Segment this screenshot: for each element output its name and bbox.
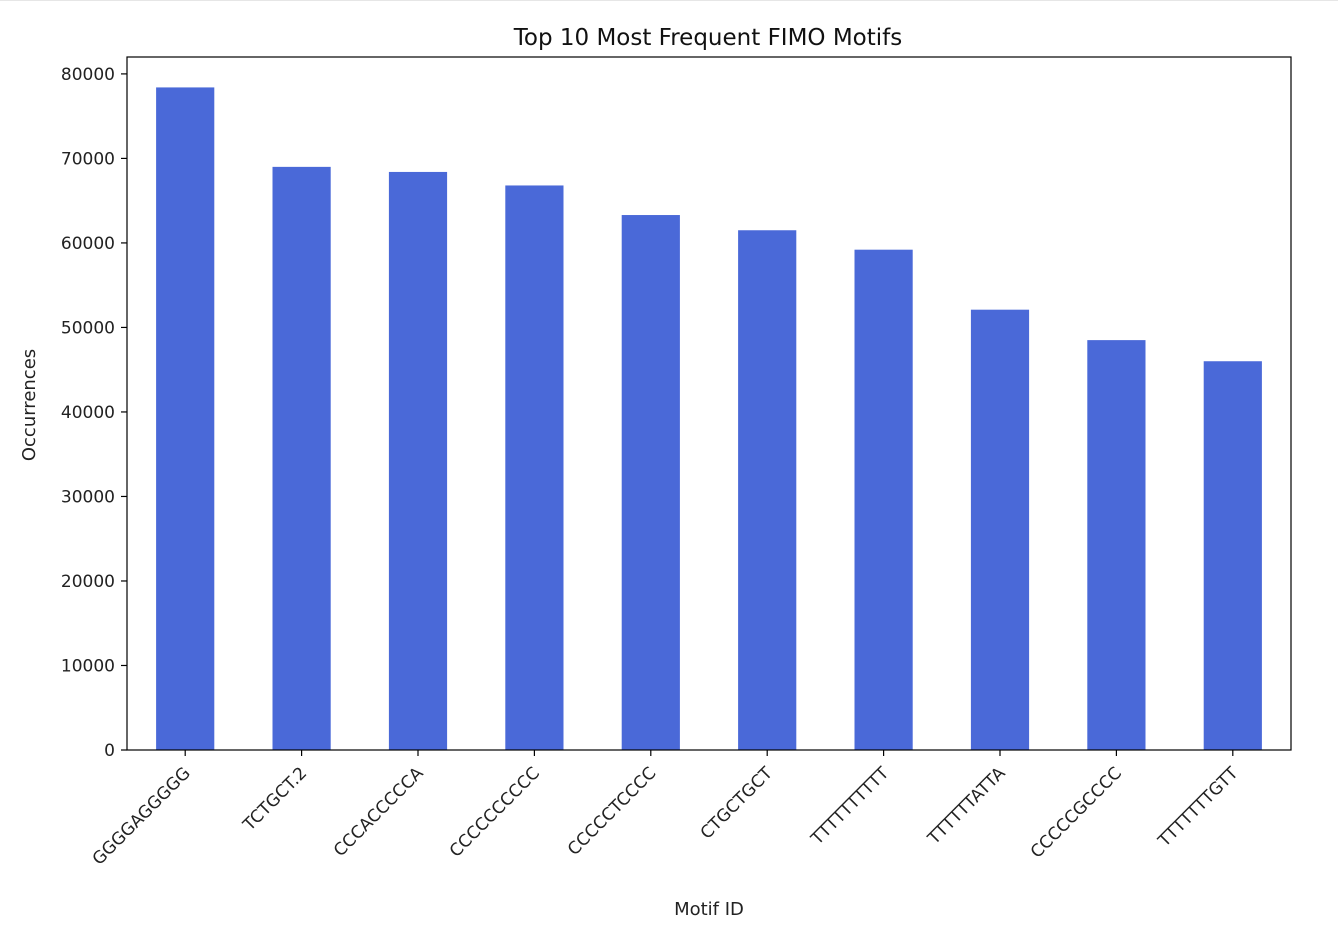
y-tick-label: 70000 [61, 149, 115, 169]
bar-cccccgcccc [1087, 340, 1146, 750]
y-tick-label: 80000 [61, 65, 115, 85]
y-tick-label: 50000 [61, 318, 115, 338]
y-axis-title: Occurrences [19, 349, 40, 461]
x-tick-label: CTGCTGCT [697, 763, 777, 843]
x-axis: GGGGAGGGGG TCTGCT.2 CCCACCCCCA CCCCCCCCCC CC… [89, 750, 1243, 869]
bar-tctgct-2 [272, 166, 331, 750]
bar-ggggaggggg [156, 87, 215, 751]
bar-tttttttgtt [1203, 361, 1262, 750]
x-tick-label: CCCCCGCCCC [1027, 763, 1126, 862]
bars-layer [156, 87, 1262, 751]
y-tick-label: 30000 [61, 487, 115, 507]
x-axis-title: Motif ID [674, 899, 744, 920]
x-tick-label: TTTTTTTTTT [807, 763, 894, 850]
bar-tttttttttt [854, 249, 913, 750]
y-tick-label: 0 [104, 741, 115, 761]
x-tick-label: CCCACCCCCA [330, 763, 428, 861]
x-tick-label: CCCCCTCCCC [564, 763, 660, 859]
bar-cccccccccc [505, 185, 564, 750]
chart-title: Top 10 Most Frequent FIMO Motifs [513, 25, 903, 51]
y-tick-label: 20000 [61, 572, 115, 592]
y-tick-label: 60000 [61, 234, 115, 254]
y-tick-label: 40000 [61, 403, 115, 423]
plot-frame [126, 56, 1292, 751]
x-tick-label: GGGGAGGGGG [89, 763, 195, 869]
bar-cccaccccca [388, 171, 448, 750]
bar-ctgctgct [738, 230, 797, 750]
x-tick-label: CCCCCCCCCC [446, 763, 544, 861]
y-tick-label: 10000 [61, 656, 115, 676]
x-tick-label: TTTTTTATTA [924, 763, 1010, 849]
bar-ccccctcccc [621, 215, 680, 751]
bar-ttttttatta [970, 309, 1030, 750]
y-axis: 0 10000 20000 30000 40000 50000 60000 70000 8000… [61, 65, 127, 761]
x-tick-label: TTTTTTTGTT [1154, 763, 1243, 852]
x-tick-label: TCTGCT.2 [239, 763, 311, 835]
